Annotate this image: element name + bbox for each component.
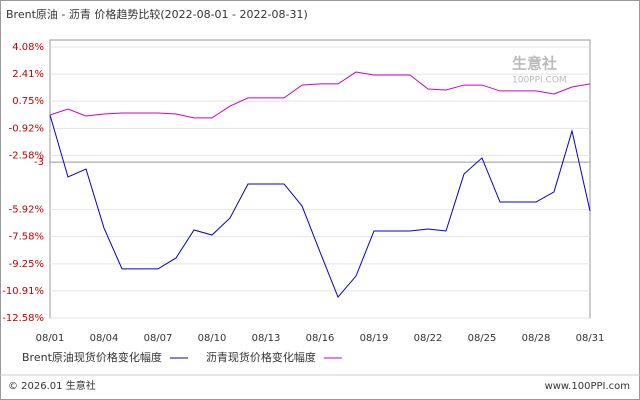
- watermark: 生意社: [512, 55, 557, 73]
- y-tick-label: -12.58%: [2, 313, 44, 324]
- y-tick-label: -9.25%: [9, 259, 44, 270]
- y-tick-label: 4.08%: [12, 42, 44, 53]
- y-tick-label: -10.91%: [2, 286, 44, 297]
- y-tick-label: 0.75%: [12, 96, 44, 107]
- x-tick-label: 08/25: [468, 333, 497, 344]
- series-line: [49, 71, 591, 119]
- legend-label: 沥青现货价格变化幅度: [206, 350, 316, 364]
- footer-left: © 2026.01 生意社: [8, 379, 96, 392]
- x-tick-label: 08/07: [144, 333, 173, 344]
- x-tick-label: 08/31: [576, 333, 605, 344]
- y-tick-label: -2.58%: [9, 150, 44, 161]
- y-tick-label: -7.58%: [9, 232, 44, 243]
- x-tick-label: 08/01: [36, 333, 65, 344]
- footer-right: www.100PPI.com: [545, 381, 630, 392]
- x-tick-label: 08/28: [522, 333, 551, 344]
- legend-label: Brent原油现货价格变化幅度: [22, 350, 162, 364]
- y-tick-label: -5.92%: [9, 205, 44, 216]
- y-tick-label: -3: [34, 157, 44, 168]
- series-line: [49, 114, 591, 298]
- x-tick-label: 08/16: [306, 333, 335, 344]
- x-tick-label: 08/10: [198, 333, 227, 344]
- x-tick-label: 08/04: [90, 333, 119, 344]
- watermark-url: 100PPI.COM: [512, 76, 567, 86]
- y-tick-label: -0.92%: [9, 123, 44, 134]
- x-tick-label: 08/22: [414, 333, 443, 344]
- x-tick-label: 08/13: [252, 333, 281, 344]
- y-tick-label: 2.41%: [12, 69, 44, 80]
- chart-title: Brent原油 - 沥青 价格趋势比较(2022-08-01 - 2022-08…: [6, 7, 308, 21]
- x-tick-label: 08/19: [360, 333, 389, 344]
